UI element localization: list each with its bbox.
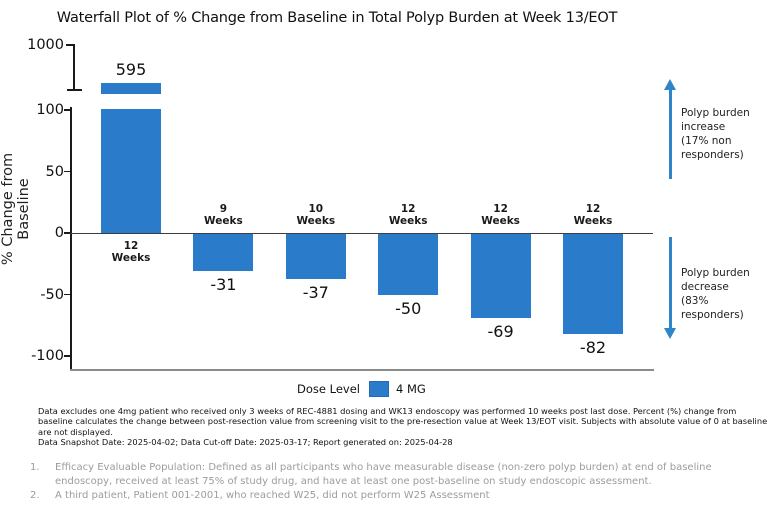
footnote-line: Data Snapshot Date: 2025-04-02; Data Cut…: [38, 437, 453, 448]
chart-title: Waterfall Plot of % Change from Baseline…: [56, 10, 618, 26]
arrow-shaft: [669, 88, 672, 179]
bar-value-label: -37: [302, 282, 329, 302]
decrease-annotation: Polyp burden decrease (83% responders): [681, 266, 767, 322]
annotation-line: (83%: [681, 295, 709, 307]
y-axis-line: [70, 107, 72, 371]
bar-value-label: 595: [115, 60, 147, 79]
y-tick-mark: [64, 293, 70, 296]
increase-annotation: Polyp burden increase (17% non responders): [681, 106, 767, 162]
y-tick-label--100: -100: [31, 348, 64, 364]
footnote-text: A third patient, Patient 001-2001, who r…: [55, 489, 490, 503]
footnote-text-line: Efficacy Evaluable Population: Defined a…: [55, 462, 712, 473]
data-footnote: Data excludes one 4mg patient who receiv…: [38, 406, 767, 448]
bar-value-label: -69: [487, 321, 514, 341]
y-tick-mark: [64, 355, 70, 357]
annotation-line: Polyp burden: [681, 107, 750, 119]
annotation-line: decrease: [681, 281, 729, 293]
footnote-number: 2.: [30, 490, 40, 501]
annotation-line: (17% non: [681, 135, 732, 147]
y-tick-mark: [64, 232, 70, 234]
arrowhead-down-icon: [664, 328, 676, 339]
y-tick-mark: [64, 170, 70, 173]
zero-baseline: [70, 232, 653, 234]
y-tick-label-100: 100: [36, 102, 64, 118]
bar-value-label: -82: [579, 337, 607, 357]
legend: Dose Level 4 MG: [297, 380, 426, 398]
y-axis-label: % Change from Baseline: [0, 152, 32, 266]
arrow-shaft: [669, 237, 672, 330]
y-tick-mark: [64, 109, 70, 111]
decrease-arrow-icon: [664, 237, 677, 339]
bar-duration-label: 12 Weeks: [388, 203, 428, 227]
bar: [563, 233, 623, 334]
y-tick-label--50: -50: [40, 286, 64, 303]
footnote-line: baseline calculates the change between p…: [38, 416, 768, 427]
footnote-number: 1.: [30, 462, 40, 473]
numbered-footnote: 2. A third patient, Patient 001-2001, who…: [30, 489, 712, 503]
y-tick-label-50: 50: [45, 163, 64, 180]
bar-duration-label: 9 Weeks: [204, 203, 243, 227]
footnote-text-line: A third patient, Patient 001-2001, who r…: [55, 490, 490, 501]
axis-break-segment: [73, 44, 75, 90]
bar-value-label: -31: [210, 275, 237, 295]
increase-arrow-icon: [664, 79, 677, 179]
footnote-line: Data excludes one 4mg patient who receiv…: [38, 406, 737, 416]
annotation-line: responders): [681, 149, 744, 161]
footnote-line: are not displayed.: [38, 426, 113, 437]
bar-duration-label: 10 Weeks: [296, 203, 336, 227]
axis-break-top-tick: [66, 44, 75, 46]
legend-swatch-4mg-icon: [368, 381, 389, 397]
bar: [470, 233, 531, 318]
legend-title: Dose Level: [297, 382, 360, 396]
bar-clipped-cap: [101, 83, 161, 94]
legend-entry-label: 4 MG: [395, 382, 426, 396]
bar-value-label: -50: [395, 298, 422, 318]
arrowhead-up-icon: [664, 79, 676, 90]
annotation-line: responders): [681, 309, 744, 321]
axis-break-cap: [67, 89, 82, 91]
footnote-text: Efficacy Evaluable Population: Defined a…: [55, 461, 712, 489]
bar-duration-label: 12 Weeks: [573, 203, 613, 227]
bar: [101, 109, 161, 233]
footnote-text-line: endoscopy, received at least 75% of stud…: [55, 476, 652, 487]
numbered-footnote: 1. Efficacy Evaluable Population: Defined…: [30, 461, 712, 489]
annotation-line: increase: [681, 121, 726, 133]
bar: [285, 233, 346, 279]
numbered-footnotes: 1. Efficacy Evaluable Population: Defined…: [30, 461, 712, 503]
x-axis-line: [70, 369, 654, 371]
bar-duration-label: 12 Weeks: [481, 203, 520, 227]
bar: [378, 233, 439, 295]
bar: [193, 233, 254, 272]
annotation-line: Polyp burden: [681, 267, 750, 279]
bar-duration-label: 12 Weeks: [111, 240, 151, 264]
y-tick-label-0: 0: [54, 225, 64, 241]
y-tick-label-1000: 1000: [27, 37, 64, 53]
